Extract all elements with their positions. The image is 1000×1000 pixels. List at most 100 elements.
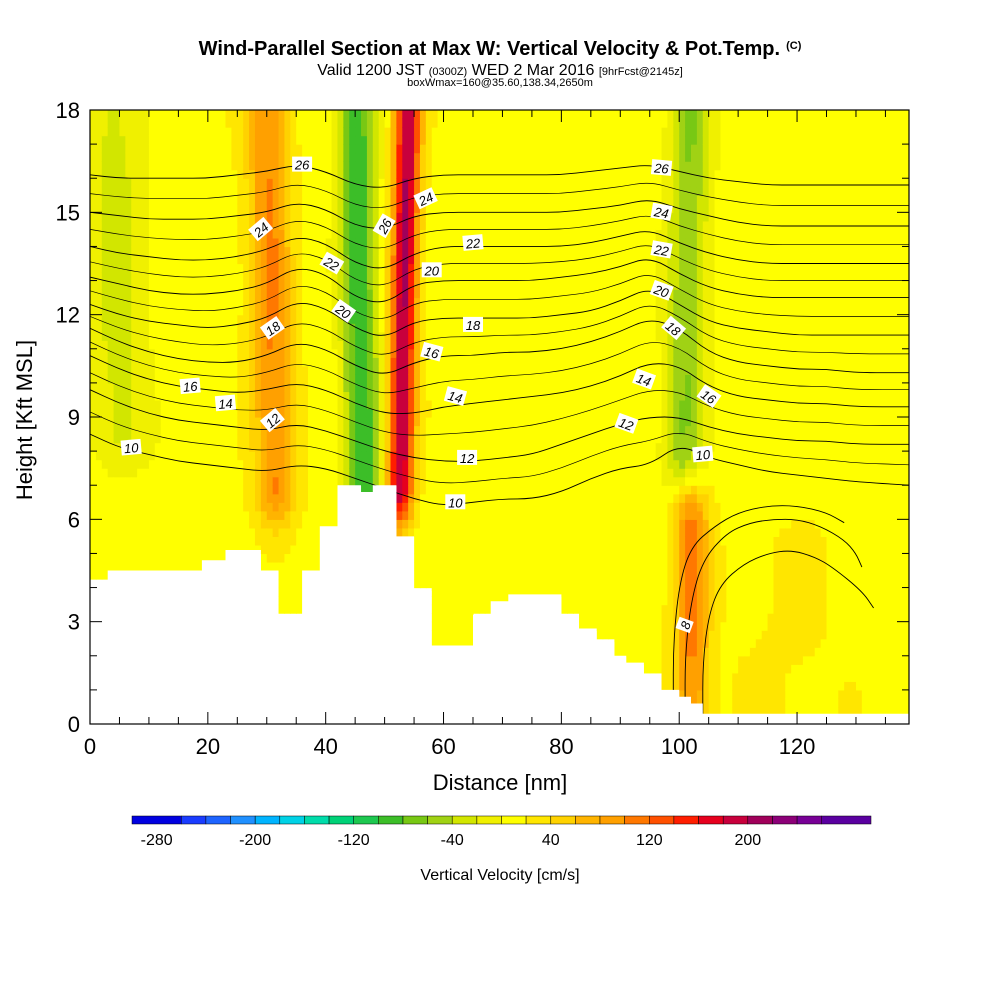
velocity-cell [472, 544, 480, 555]
velocity-cell [620, 382, 627, 393]
velocity-cell [567, 331, 574, 341]
velocity-cell [225, 144, 233, 154]
velocity-cell [184, 536, 191, 546]
velocity-cell [443, 570, 451, 580]
velocity-cell [207, 246, 215, 256]
velocity-cell [584, 365, 592, 375]
velocity-cell [272, 263, 280, 273]
velocity-cell [137, 127, 144, 137]
velocity-cell [378, 314, 386, 324]
velocity-cell [272, 374, 280, 384]
velocity-cell [608, 442, 615, 452]
velocity-cell [614, 357, 621, 367]
velocity-cell [213, 212, 221, 222]
velocity-cell [549, 237, 557, 248]
velocity-cell [514, 220, 521, 230]
velocity-cell [143, 229, 150, 239]
velocity-cell [325, 425, 333, 435]
velocity-cell [331, 297, 339, 307]
velocity-cell [537, 254, 545, 265]
velocity-cell [414, 323, 421, 333]
velocity-cell [207, 110, 215, 120]
velocity-cell [449, 570, 456, 580]
velocity-cell [113, 374, 121, 384]
velocity-cell [602, 468, 610, 478]
velocity-cell [361, 203, 368, 213]
velocity-cell [419, 536, 427, 546]
velocity-cell [308, 306, 315, 316]
velocity-cell [467, 604, 474, 614]
velocity-cell [514, 357, 521, 367]
velocity-cell [231, 263, 238, 273]
velocity-cell [484, 365, 492, 375]
velocity-cell [137, 152, 144, 162]
velocity-cell [579, 451, 586, 461]
velocity-cell [402, 220, 409, 230]
velocity-cell [443, 536, 451, 546]
velocity-cell [496, 118, 504, 128]
velocity-cell [467, 272, 474, 282]
velocity-cell [555, 314, 562, 324]
velocity-cell [237, 280, 244, 290]
velocity-cell [308, 519, 315, 529]
velocity-cell [461, 263, 468, 273]
velocity-cell [455, 468, 462, 478]
velocity-cell [596, 553, 604, 563]
velocity-cell [514, 502, 521, 512]
velocity-cell [408, 476, 415, 486]
velocity-cell [590, 442, 598, 452]
velocity-cell [573, 451, 580, 461]
velocity-cell [196, 417, 203, 427]
velocity-cell [90, 553, 97, 563]
velocity-cell [508, 544, 515, 555]
velocity-cell [207, 408, 215, 418]
velocity-cell [243, 510, 250, 520]
velocity-cell [184, 323, 191, 333]
velocity-cell [514, 212, 521, 222]
velocity-cell [190, 169, 197, 179]
velocity-cell [172, 229, 179, 239]
velocity-cell [437, 451, 445, 461]
velocity-cell [272, 348, 280, 358]
velocity-cell [172, 365, 179, 375]
velocity-cell [620, 638, 627, 648]
velocity-cell [196, 144, 203, 154]
velocity-cell [396, 331, 403, 341]
velocity-cell [143, 527, 150, 537]
velocity-cell [490, 536, 498, 546]
velocity-cell [366, 169, 374, 179]
velocity-cell [396, 118, 403, 128]
velocity-cell [296, 169, 303, 179]
velocity-cell [467, 118, 474, 128]
velocity-cell [107, 110, 115, 120]
velocity-cell [337, 382, 344, 393]
velocity-cell [502, 561, 509, 572]
velocity-cell [254, 476, 262, 486]
velocity-cell [620, 536, 627, 546]
velocity-cell [90, 417, 97, 427]
velocity-cell [366, 485, 374, 495]
velocity-cell [196, 451, 203, 461]
velocity-cell [620, 510, 627, 520]
velocity-cell [378, 161, 386, 171]
velocity-cell [184, 110, 191, 120]
velocity-cell [125, 391, 132, 401]
velocity-cell [213, 451, 221, 461]
velocity-cell [419, 391, 427, 401]
velocity-cell [225, 510, 233, 520]
velocity-cell [579, 536, 586, 546]
velocity-cell [596, 144, 604, 154]
velocity-cell [125, 289, 132, 299]
velocity-cell [520, 297, 527, 307]
velocity-cell [620, 459, 627, 469]
velocity-cell [107, 493, 115, 503]
velocity-cell [579, 510, 586, 520]
velocity-cell [508, 237, 515, 248]
velocity-cell [272, 306, 280, 316]
velocity-cell [148, 135, 156, 145]
velocity-cell [449, 485, 456, 495]
velocity-cell [125, 510, 132, 520]
velocity-cell [137, 272, 144, 282]
velocity-cell [496, 169, 504, 179]
velocity-cell [449, 527, 456, 537]
